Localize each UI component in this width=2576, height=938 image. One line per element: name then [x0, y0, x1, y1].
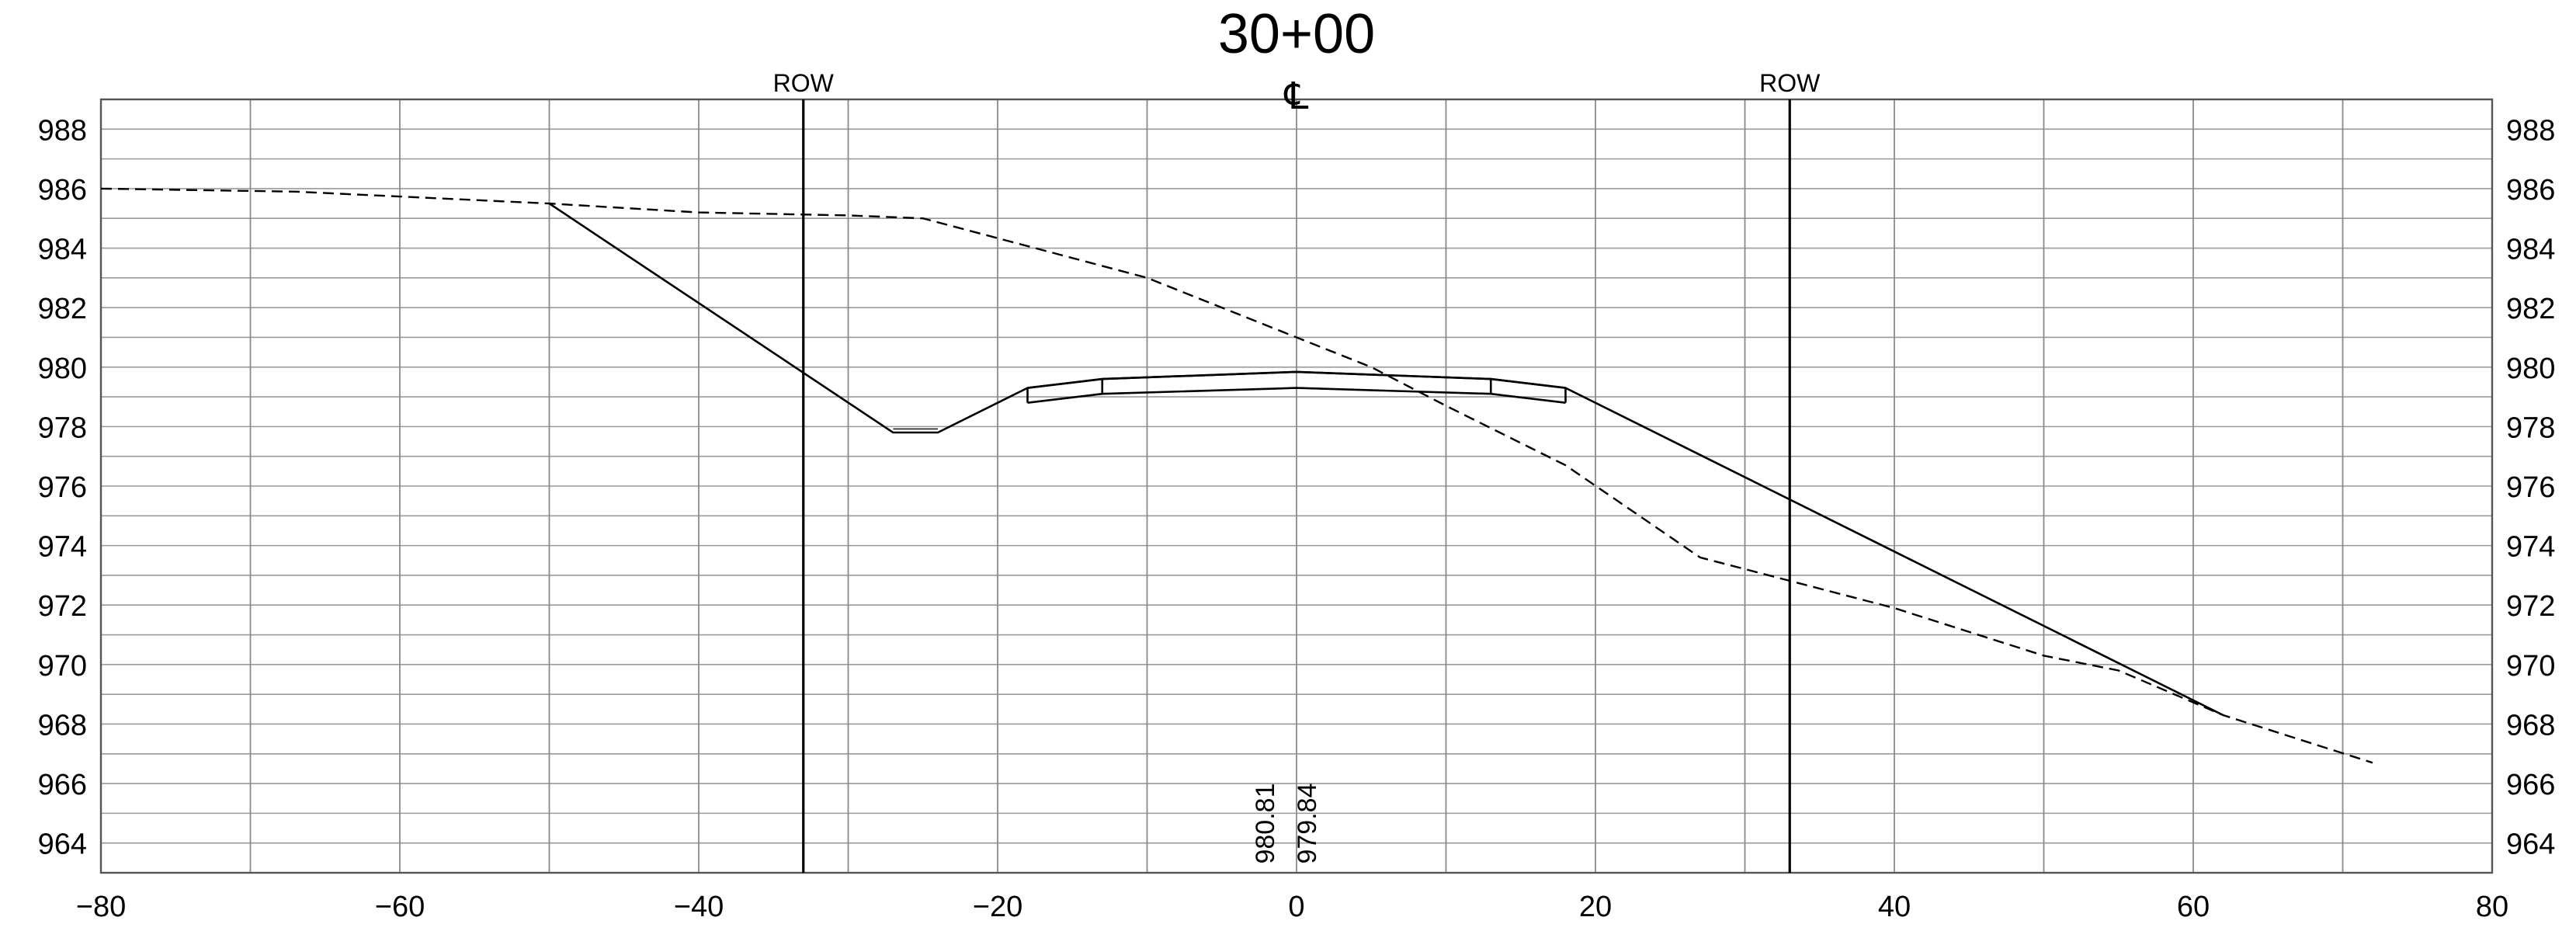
x-tick-label: 60: [2177, 891, 2210, 923]
proposed-grade-line: [548, 203, 2224, 717]
y-tick-label-left: 978: [38, 412, 87, 444]
existing-ground-line: [100, 187, 2373, 764]
y-tick-label-right: 980: [2506, 353, 2555, 385]
y-tick-label-left: 986: [38, 174, 87, 207]
plot-border: [99, 98, 2494, 874]
data-lines: [100, 99, 2373, 873]
y-tick-label-left: 964: [38, 829, 87, 861]
y-tick-label-right: 970: [2506, 650, 2555, 683]
y-tick-label-right: 984: [2506, 234, 2555, 266]
grid: [100, 99, 2493, 874]
x-tick-label: −80: [76, 891, 126, 923]
row-label: ROW: [773, 69, 835, 97]
centerline-symbol: ℄: [1284, 76, 1309, 117]
plot-frame: [99, 98, 2494, 874]
y-tick-label-right: 966: [2506, 769, 2555, 801]
y-tick-label-right: 972: [2506, 590, 2555, 623]
y-tick-label-right: 982: [2506, 293, 2555, 325]
y-tick-label-left: 972: [38, 590, 87, 623]
y-tick-label-left: 980: [38, 353, 87, 385]
chart-title: 30+00: [1218, 3, 1375, 65]
row-label: ROW: [1759, 69, 1821, 97]
y-tick-label-left: 976: [38, 471, 87, 504]
pavement-bottom-line: [1027, 387, 1566, 404]
y-tick-label-right: 968: [2506, 709, 2555, 742]
labels: 30+00 ℄ 964 964 966 966 968 968 970 970 972 972 97…: [38, 3, 2556, 923]
y-tick-label-left: 974: [38, 531, 87, 564]
y-tick-label-left: 984: [38, 234, 87, 266]
x-tick-label: 0: [1288, 891, 1304, 923]
x-tick-label: 40: [1878, 891, 1911, 923]
y-tick-label-right: 988: [2506, 114, 2555, 147]
pavement-top-line: [1027, 370, 1566, 389]
elevation-annotation: 979.84: [1293, 783, 1322, 864]
y-tick-label-right: 976: [2506, 471, 2555, 504]
x-tick-label: −60: [375, 891, 425, 923]
y-tick-label-right: 974: [2506, 531, 2555, 564]
y-tick-label-left: 982: [38, 293, 87, 325]
x-tick-label: 80: [2476, 891, 2508, 923]
y-tick-label-right: 986: [2506, 174, 2555, 207]
elevation-annotation: 980.81: [1251, 783, 1280, 864]
x-tick-label: 20: [1579, 891, 1612, 923]
x-tick-label: −20: [973, 891, 1022, 923]
y-tick-label-right: 964: [2506, 829, 2555, 861]
y-tick-label-left: 966: [38, 769, 87, 801]
x-tick-label: −40: [674, 891, 724, 923]
y-tick-label-left: 970: [38, 650, 87, 683]
y-tick-label-left: 988: [38, 114, 87, 147]
y-tick-label-left: 968: [38, 709, 87, 742]
y-tick-label-right: 978: [2506, 412, 2555, 444]
